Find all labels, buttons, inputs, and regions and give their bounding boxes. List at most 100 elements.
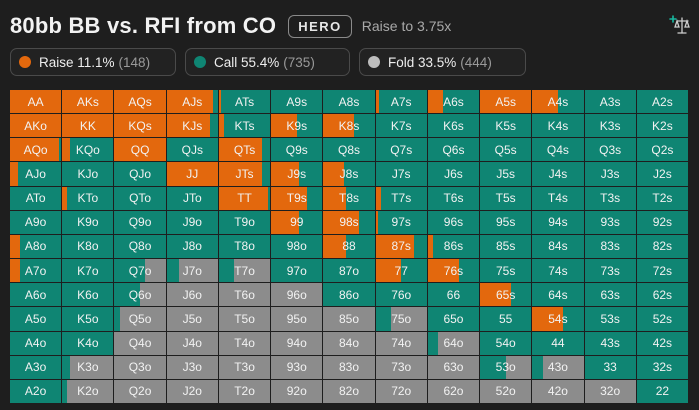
hand-cell[interactable]: 98o: [271, 234, 323, 259]
hand-cell[interactable]: AQo: [10, 138, 62, 162]
hand-cell[interactable]: 73o: [375, 355, 427, 379]
hand-cell[interactable]: Q2o: [114, 379, 166, 403]
hand-cell[interactable]: 74o: [375, 331, 427, 355]
hand-cell[interactable]: A2o: [10, 379, 62, 403]
hand-cell[interactable]: 62s: [636, 283, 688, 307]
hand-cell[interactable]: 94o: [271, 331, 323, 355]
hand-cell[interactable]: 83o: [323, 355, 375, 379]
hand-cell[interactable]: J6s: [427, 162, 480, 186]
hand-cell[interactable]: AA: [10, 90, 62, 114]
hand-cell[interactable]: A6s: [427, 90, 480, 114]
hand-cell[interactable]: J5o: [166, 307, 218, 331]
hand-cell[interactable]: KJs: [166, 114, 218, 138]
hand-cell[interactable]: T7s: [375, 186, 427, 210]
hand-cell[interactable]: T3o: [218, 355, 271, 379]
hand-cell[interactable]: K5s: [480, 114, 532, 138]
hand-cell[interactable]: J7s: [375, 162, 427, 186]
hand-cell[interactable]: 66: [427, 283, 480, 307]
hand-cell[interactable]: T4s: [532, 186, 584, 210]
raise-filter-button[interactable]: Raise 11.1% (148): [10, 48, 176, 76]
hand-cell[interactable]: J6o: [166, 283, 218, 307]
hand-cell[interactable]: 73s: [584, 259, 636, 283]
hand-cell[interactable]: QTo: [114, 186, 166, 210]
hand-cell[interactable]: A5s: [480, 90, 532, 114]
hand-cell[interactable]: Q8o: [114, 234, 166, 259]
hand-cell[interactable]: J3s: [584, 162, 636, 186]
hand-cell[interactable]: Q6s: [427, 138, 480, 162]
hand-cell[interactable]: 96o: [271, 283, 323, 307]
hand-cell[interactable]: J9o: [166, 210, 218, 234]
hand-cell[interactable]: 32o: [584, 379, 636, 403]
hand-cell[interactable]: K2s: [636, 114, 688, 138]
hand-cell[interactable]: 74s: [532, 259, 584, 283]
hand-cell[interactable]: 96s: [427, 210, 480, 234]
hand-cell[interactable]: 55: [480, 307, 532, 331]
hand-cell[interactable]: QJo: [114, 162, 166, 186]
hand-cell[interactable]: Q8s: [323, 138, 375, 162]
hand-cell[interactable]: 76s: [427, 259, 480, 283]
hand-cell[interactable]: T5s: [480, 186, 532, 210]
hand-cell[interactable]: JTo: [166, 186, 218, 210]
hand-cell[interactable]: K6o: [62, 283, 114, 307]
hand-cell[interactable]: A7s: [375, 90, 427, 114]
hand-cell[interactable]: 97o: [271, 259, 323, 283]
hand-cell[interactable]: Q7o: [114, 259, 166, 283]
hand-cell[interactable]: 65o: [427, 307, 480, 331]
hand-cell[interactable]: 93o: [271, 355, 323, 379]
hand-cell[interactable]: 63o: [427, 355, 480, 379]
hand-cell[interactable]: KQs: [114, 114, 166, 138]
hand-cell[interactable]: A8s: [323, 90, 375, 114]
call-filter-button[interactable]: Call 55.4% (735): [185, 48, 350, 76]
hand-cell[interactable]: A4o: [10, 331, 62, 355]
hand-cell[interactable]: A3s: [584, 90, 636, 114]
scale-plus-icon[interactable]: [669, 14, 691, 36]
hand-cell[interactable]: T9s: [271, 186, 323, 210]
hand-cell[interactable]: 85s: [480, 234, 532, 259]
hand-cell[interactable]: 84o: [323, 331, 375, 355]
hand-cell[interactable]: A8o: [10, 234, 62, 259]
hand-cell[interactable]: 85o: [323, 307, 375, 331]
hand-cell[interactable]: T2o: [218, 379, 271, 403]
hand-cell[interactable]: J9s: [271, 162, 323, 186]
hand-cell[interactable]: 88: [323, 234, 375, 259]
hand-cell[interactable]: A9o: [10, 210, 62, 234]
hand-cell[interactable]: K8o: [62, 234, 114, 259]
hand-cell[interactable]: K3o: [62, 355, 114, 379]
hand-cell[interactable]: 75o: [375, 307, 427, 331]
hand-cell[interactable]: 93s: [584, 210, 636, 234]
hand-cell[interactable]: ATo: [10, 186, 62, 210]
hand-cell[interactable]: T9o: [218, 210, 271, 234]
hand-cell[interactable]: 86s: [427, 234, 480, 259]
hand-cell[interactable]: 82o: [323, 379, 375, 403]
hand-cell[interactable]: 64s: [532, 283, 584, 307]
hand-cell[interactable]: A7o: [10, 259, 62, 283]
hand-cell[interactable]: 84s: [532, 234, 584, 259]
hand-cell[interactable]: T2s: [636, 186, 688, 210]
hand-cell[interactable]: Q4o: [114, 331, 166, 355]
hand-cell[interactable]: 98s: [323, 210, 375, 234]
hand-cell[interactable]: A6o: [10, 283, 62, 307]
hand-cell[interactable]: 86o: [323, 283, 375, 307]
hand-cell[interactable]: K9o: [62, 210, 114, 234]
hand-cell[interactable]: J4s: [532, 162, 584, 186]
hand-cell[interactable]: T6s: [427, 186, 480, 210]
hand-cell[interactable]: Q5s: [480, 138, 532, 162]
hand-cell[interactable]: J5s: [480, 162, 532, 186]
hand-cell[interactable]: 87o: [323, 259, 375, 283]
hand-cell[interactable]: K2o: [62, 379, 114, 403]
hand-cell[interactable]: KTo: [62, 186, 114, 210]
hand-cell[interactable]: 52o: [480, 379, 532, 403]
hand-cell[interactable]: Q4s: [532, 138, 584, 162]
hand-cell[interactable]: K4s: [532, 114, 584, 138]
hand-cell[interactable]: 53o: [480, 355, 532, 379]
hand-cell[interactable]: Q7s: [375, 138, 427, 162]
hand-cell[interactable]: K7s: [375, 114, 427, 138]
hand-cell[interactable]: 83s: [584, 234, 636, 259]
hand-cell[interactable]: 62o: [427, 379, 480, 403]
hand-cell[interactable]: T8o: [218, 234, 271, 259]
hand-cell[interactable]: 42o: [532, 379, 584, 403]
hand-cell[interactable]: JJ: [166, 162, 218, 186]
hand-cell[interactable]: KK: [62, 114, 114, 138]
hand-cell[interactable]: Q2s: [636, 138, 688, 162]
hand-cell[interactable]: 87s: [375, 234, 427, 259]
